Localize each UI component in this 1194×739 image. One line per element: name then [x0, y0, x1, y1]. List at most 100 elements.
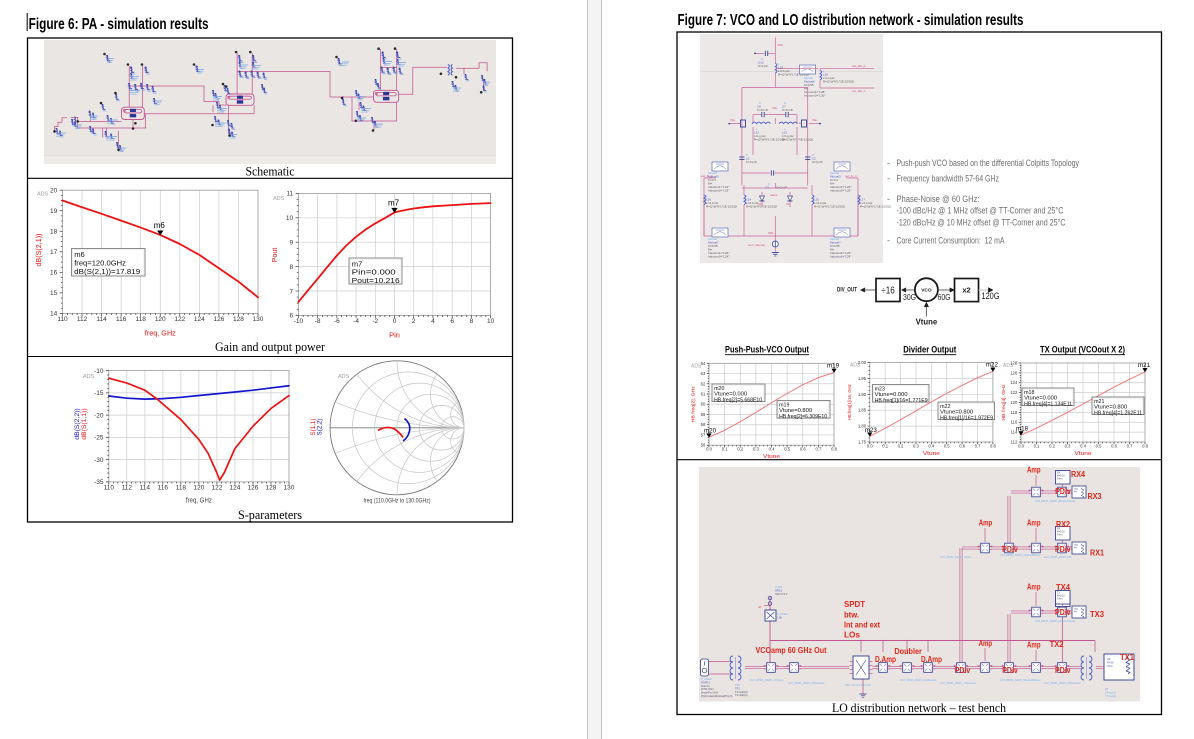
- svg-text:Amp: Amp: [979, 519, 993, 528]
- svg-text:C=Cp fF: C=Cp fF: [746, 160, 757, 164]
- svg-text:M=: M=: [708, 182, 712, 186]
- svg-text:out_2fo_p: out_2fo_p: [852, 64, 866, 68]
- svg-text:m18: m18: [1016, 426, 1029, 433]
- svg-text:PDiv: PDiv: [1055, 487, 1071, 496]
- svg-text:11: 11: [286, 191, 293, 198]
- svg-text:Vtune: Vtune: [770, 193, 778, 197]
- svg-text:C=C1 fF: C=C1 fF: [757, 108, 768, 112]
- svg-text:19: 19: [50, 208, 58, 215]
- svg-text:TX1: TX1: [1120, 653, 1135, 662]
- svg-text:K=0.65: K=0.65: [804, 83, 814, 87]
- svg-text:Vtune=0.800: Vtune=0.800: [940, 410, 973, 416]
- svg-text:Ohm: Ohm: [1057, 533, 1063, 537]
- svg-text:K=0.65: K=0.65: [830, 244, 840, 248]
- svg-text:118: 118: [176, 484, 187, 491]
- svg-text:R=(2*pi*f)*L*1E-12/2Qf: R=(2*pi*f)*L*1E-12/2Qf: [860, 205, 891, 209]
- svg-text:HB.freq[1]/16=1.771E9: HB.freq[1]/16=1.771E9: [875, 398, 928, 404]
- svg-text:15: 15: [50, 290, 58, 297]
- svg-text:ADS: ADS: [273, 196, 285, 202]
- svg-text:Amp: Amp: [1027, 641, 1041, 650]
- svg-text:57: 57: [701, 432, 706, 437]
- svg-text:HB.freq[2]=6.309E10: HB.freq[2]=6.309E10: [779, 414, 827, 420]
- svg-text:Inductor1="L22": Inductor1="L22": [708, 185, 729, 189]
- svg-text:L23: L23: [782, 131, 787, 135]
- svg-text:120G: 120G: [982, 291, 1000, 301]
- svg-text:Vdd: Vdd: [777, 43, 783, 47]
- svg-text:HB.freq[1]/16=1.972E9: HB.freq[1]/16=1.972E9: [940, 415, 993, 421]
- svg-text:Freq=Fin GHz: Freq=Fin GHz: [701, 691, 719, 695]
- svg-text:ADS: ADS: [850, 363, 861, 369]
- svg-text:10: 10: [487, 318, 495, 325]
- svg-text:0: 0: [393, 318, 397, 325]
- svg-text:120: 120: [1010, 400, 1018, 405]
- svg-text:Schematic: Schematic: [246, 165, 295, 179]
- svg-text:7: 7: [289, 288, 293, 295]
- svg-text:63: 63: [701, 371, 706, 376]
- svg-text:btw.: btw.: [844, 609, 859, 619]
- svg-text:Vb: Vb: [786, 202, 790, 206]
- svg-text:m18: m18: [1024, 390, 1034, 396]
- svg-text:L: L: [756, 127, 758, 131]
- svg-text:0.5: 0.5: [1096, 444, 1102, 449]
- svg-text:0.4: 0.4: [769, 447, 775, 452]
- svg-text:Mutual3: Mutual3: [708, 175, 719, 179]
- svg-text:122: 122: [211, 484, 222, 491]
- svg-text:-20: -20: [94, 412, 104, 419]
- svg-text:114: 114: [1011, 430, 1018, 435]
- svg-text:m23: m23: [875, 386, 885, 392]
- svg-text:60: 60: [701, 402, 706, 407]
- svg-text:ADS: ADS: [338, 374, 350, 380]
- svg-text:m20: m20: [714, 386, 724, 392]
- svg-text:30G: 30G: [903, 293, 916, 302]
- svg-text:m21: m21: [1138, 362, 1151, 369]
- svg-text:1.95: 1.95: [858, 376, 867, 381]
- svg-text:LO distribution network – test: LO distribution network – test bench: [832, 701, 1007, 715]
- svg-text:59: 59: [701, 412, 706, 417]
- svg-text:TF2: TF2: [735, 686, 740, 690]
- svg-text:-10: -10: [94, 368, 104, 375]
- svg-text:Inductor2="L26": Inductor2="L26": [708, 189, 729, 193]
- svg-text:Vtune: Vtune: [923, 451, 940, 457]
- svg-text:C6: C6: [757, 105, 761, 109]
- svg-text:Vtune: Vtune: [1075, 451, 1092, 457]
- svg-text:PDiv: PDiv: [955, 666, 971, 675]
- svg-text:Gain and output power: Gain and output power: [215, 340, 326, 354]
- svg-text:-2: -2: [372, 318, 378, 325]
- svg-text:Inductor1="L28": Inductor1="L28": [804, 90, 825, 94]
- svg-text:L96: L96: [778, 615, 783, 619]
- svg-text:R=50: R=50: [1107, 660, 1114, 664]
- svg-text:HB.freq[2]=5.668E10: HB.freq[2]=5.668E10: [714, 397, 762, 403]
- svg-text:Ohm: Ohm: [1057, 477, 1063, 481]
- svg-text:L=Lc pH: L=Lc pH: [823, 76, 834, 80]
- svg-text:OUT_MPW1_60GHz_MittwochDivider: OUT_MPW1_60GHz_MittwochDivider: [1000, 554, 1041, 557]
- svg-text:ADS: ADS: [83, 374, 95, 380]
- svg-text:0.2: 0.2: [898, 444, 904, 449]
- svg-text:x2: x2: [962, 286, 970, 295]
- svg-text:-15: -15: [94, 390, 104, 397]
- svg-text:58: 58: [701, 422, 706, 427]
- svg-text:m21: m21: [1094, 399, 1104, 405]
- svg-text:C7: C7: [782, 105, 786, 109]
- svg-text:RX: RX: [1057, 527, 1061, 531]
- svg-text:L=4.4 pH: L=4.4 pH: [746, 201, 758, 205]
- svg-text:-35: -35: [94, 479, 104, 486]
- svg-text:S(2,2): S(2,2): [317, 419, 324, 436]
- svg-text:R=(2*pi*f)*L*1E-12/2Qf: R=(2*pi*f)*L*1E-12/2Qf: [782, 138, 813, 142]
- svg-text:Mutual: Mutual: [830, 171, 839, 175]
- svg-text:-30: -30: [94, 457, 104, 464]
- svg-text:L: L: [778, 62, 780, 66]
- svg-text:freq=120.0GHz: freq=120.0GHz: [74, 258, 126, 267]
- svg-text:0.6: 0.6: [1111, 444, 1117, 449]
- svg-text:m23: m23: [865, 427, 878, 434]
- svg-text:C: C: [768, 182, 771, 186]
- svg-text:112: 112: [122, 484, 133, 491]
- svg-text:PDiv: PDiv: [1055, 545, 1071, 554]
- svg-text:L24: L24: [746, 198, 751, 202]
- svg-text:m6: m6: [154, 221, 166, 230]
- svg-text:L: L: [746, 194, 748, 198]
- svg-text:R=(2*pi*f)*L*1E-12/2Qf: R=(2*pi*f)*L*1E-12/2Qf: [706, 205, 737, 209]
- svg-text:Frequency bandwidth 57-64 GHz: Frequency bandwidth 57-64 GHz: [897, 174, 1000, 184]
- svg-text:C1: C1: [746, 157, 750, 161]
- svg-text:Pout: Pout: [270, 248, 279, 263]
- svg-text:118: 118: [1011, 410, 1018, 415]
